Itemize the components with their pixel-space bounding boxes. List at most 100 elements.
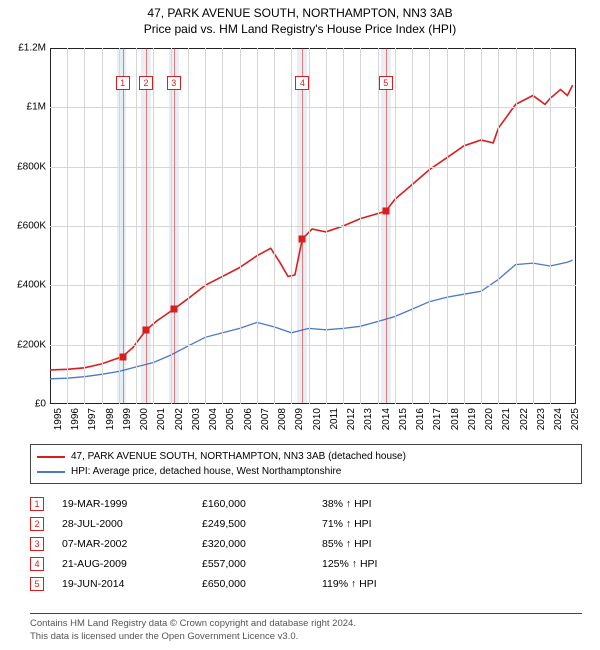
sale-row-pct: 85% ↑ HPI [322, 538, 582, 550]
footer-attribution: Contains HM Land Registry data © Crown c… [30, 613, 582, 644]
sale-row: 3 07-MAR-2002£320,00085% ↑ HPI [30, 534, 582, 554]
y-axis-label: £600K [17, 221, 46, 232]
legend-label: HPI: Average price, detached house, West… [71, 464, 341, 479]
sale-vline [174, 48, 175, 404]
sale-row-number: 1 [30, 497, 44, 511]
gridline-v [343, 48, 344, 404]
sale-row: 4 21-AUG-2009£557,000125% ↑ HPI [30, 554, 582, 574]
x-axis-label: 2013 [363, 408, 374, 430]
sale-row-price: £160,000 [202, 498, 322, 510]
sale-row-pct: 125% ↑ HPI [322, 558, 582, 570]
sale-row-pct: 119% ↑ HPI [322, 578, 582, 590]
gridline-v [222, 48, 223, 404]
chart-container: 47, PARK AVENUE SOUTH, NORTHAMPTON, NN3 … [0, 0, 600, 650]
x-axis-label: 1996 [70, 408, 81, 430]
sale-row-number: 4 [30, 557, 44, 571]
x-axis-label: 2014 [381, 408, 392, 430]
series_red-line [50, 85, 573, 370]
gridline-h [50, 167, 576, 168]
sale-vline [386, 48, 387, 404]
gridline-v [240, 48, 241, 404]
gridline-v [102, 48, 103, 404]
x-axis-label: 2023 [536, 408, 547, 430]
x-axis-label: 2001 [156, 408, 167, 430]
sale-marker-box: 2 [139, 76, 153, 90]
x-axis-label: 2004 [208, 408, 219, 430]
sale-row-price: £320,000 [202, 538, 322, 550]
footer-line2: This data is licensed under the Open Gov… [30, 631, 582, 644]
sale-row-number: 2 [30, 517, 44, 531]
y-axis-label: £0 [35, 399, 46, 410]
sale-vline [123, 48, 124, 404]
x-axis-label: 2022 [519, 408, 530, 430]
sale-vline [146, 48, 147, 404]
gridline-v [119, 48, 120, 404]
gridline-v [257, 48, 258, 404]
gridline-h [50, 226, 576, 227]
x-axis-label: 2020 [484, 408, 495, 430]
gridline-v [84, 48, 85, 404]
sale-row-number: 3 [30, 537, 44, 551]
gridline-v [516, 48, 517, 404]
title-address: 47, PARK AVENUE SOUTH, NORTHAMPTON, NN3 … [0, 6, 600, 20]
x-axis-label: 2006 [243, 408, 254, 430]
sale-marker-box: 5 [379, 76, 393, 90]
sale-row: 119-MAR-1999£160,00038% ↑ HPI [30, 494, 582, 514]
gridline-v [447, 48, 448, 404]
gridline-v [498, 48, 499, 404]
gridline-v [533, 48, 534, 404]
gridline-v [550, 48, 551, 404]
x-axis-label: 1998 [105, 408, 116, 430]
title-block: 47, PARK AVENUE SOUTH, NORTHAMPTON, NN3 … [0, 0, 600, 36]
x-axis-label: 1999 [122, 408, 133, 430]
chart-plot-area: £0£200K£400K£600K£800K£1M£1.2M1995199619… [50, 48, 576, 404]
sale-row-price: £557,000 [202, 558, 322, 570]
gridline-v [153, 48, 154, 404]
gridline-v [326, 48, 327, 404]
x-axis-label: 2003 [191, 408, 202, 430]
x-axis-label: 1997 [87, 408, 98, 430]
sale-row-price: £249,500 [202, 518, 322, 530]
sales-table: 119-MAR-1999£160,00038% ↑ HPI 2 28-JUL-200… [30, 494, 582, 594]
x-axis-label: 2012 [346, 408, 357, 430]
legend-swatch [37, 471, 65, 473]
gridline-v [378, 48, 379, 404]
gridline-v [429, 48, 430, 404]
gridline-v [360, 48, 361, 404]
legend-item: 47, PARK AVENUE SOUTH, NORTHAMPTON, NN3 … [37, 449, 575, 464]
gridline-v [395, 48, 396, 404]
x-axis-label: 2005 [225, 408, 236, 430]
sale-row-date: 07-MAR-2002 [62, 538, 202, 550]
y-axis-label: £1M [27, 102, 46, 113]
x-axis-label: 2007 [260, 408, 271, 430]
sale-point [143, 326, 150, 333]
x-axis-label: 2019 [467, 408, 478, 430]
sale-row-date: 19-JUN-2014 [62, 578, 202, 590]
sale-row: 519-JUN-2014£650,000119% ↑ HPI [30, 574, 582, 594]
sale-row: 228-JUL-2000£249,50071% ↑ HPI [30, 514, 582, 534]
gridline-v [171, 48, 172, 404]
gridline-v [464, 48, 465, 404]
x-axis-label: 2010 [312, 408, 323, 430]
y-axis-label: £800K [17, 161, 46, 172]
legend-item: HPI: Average price, detached house, West… [37, 464, 575, 479]
sale-point [170, 306, 177, 313]
legend-swatch [37, 456, 65, 458]
gridline-h [50, 107, 576, 108]
sale-marker-box: 1 [116, 76, 130, 90]
x-axis-label: 2008 [277, 408, 288, 430]
x-axis-label: 2009 [294, 408, 305, 430]
x-axis-label: 2011 [329, 408, 340, 430]
sale-marker-box: 3 [167, 76, 181, 90]
y-axis-label: £200K [17, 339, 46, 350]
sale-row-date: 28-JUL-2000 [62, 518, 202, 530]
x-axis-label: 2000 [139, 408, 150, 430]
sale-row-date: 21-AUG-2009 [62, 558, 202, 570]
gridline-h [50, 285, 576, 286]
y-axis-label: £1.2M [18, 43, 46, 54]
gridline-v [412, 48, 413, 404]
gridline-v [481, 48, 482, 404]
legend-box: 47, PARK AVENUE SOUTH, NORTHAMPTON, NN3 … [30, 444, 582, 484]
sale-row-pct: 38% ↑ HPI [322, 498, 582, 510]
sale-marker-box: 4 [295, 76, 309, 90]
